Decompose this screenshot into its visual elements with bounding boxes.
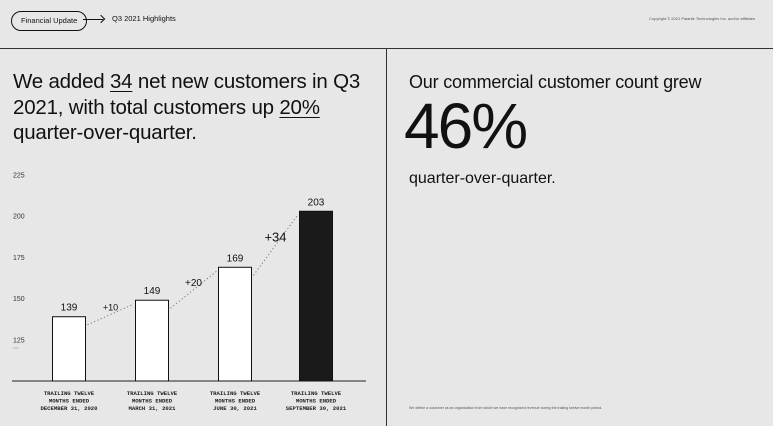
customer-count-bar-chart: 225 200 175 150 125... 139 149 169 203 +10 +20 +34 T… <box>12 173 366 412</box>
bar-value-label: 203 <box>308 197 325 208</box>
headline-part-2: net new customers in Q3 2021, with total… <box>13 70 361 119</box>
y-tick-label: 200 <box>13 214 25 221</box>
y-tick-label: 225 <box>13 173 25 180</box>
category-label: MONTHS ENDED <box>296 398 337 405</box>
category-label: SEPTEMBER 30, 2021 <box>286 405 347 412</box>
delta-label: +34 <box>264 229 286 244</box>
growth-subtext: quarter-over-quarter. <box>409 170 556 187</box>
bar-1 <box>52 316 86 382</box>
bar-value-label: 169 <box>227 253 244 264</box>
growth-connector <box>87 303 134 326</box>
category-label: TRAILING TWELVE <box>210 390 261 397</box>
headline-part-3: quarter-over-quarter. <box>13 121 197 144</box>
right-headline: Our commercial customer count grew <box>409 72 702 92</box>
bar-2 <box>135 299 169 382</box>
category-label: TRAILING TWELVE <box>44 390 95 397</box>
bar-value-label: 149 <box>144 286 161 297</box>
category-label: MARCH 31, 2021 <box>129 405 177 412</box>
category-label: MONTHS ENDED <box>49 398 90 405</box>
headline-part-1: We added <box>13 70 110 93</box>
y-tick-label: 125 <box>13 337 25 344</box>
bar-value-label: 139 <box>61 303 78 314</box>
category-label: TRAILING TWELVE <box>291 390 342 397</box>
top-bar: Financial Update Q3 2021 Highlights Copy… <box>0 0 773 46</box>
customer-definition-footnote: We define a customer as an organization … <box>409 406 603 410</box>
copyright-text: Copyright © 2021 Palantir Technologies I… <box>649 16 755 21</box>
category-label: JUNE 30, 2021 <box>213 405 257 412</box>
growth-connector <box>170 270 217 309</box>
financial-update-pill[interactable]: Financial Update <box>11 11 88 31</box>
breadcrumb: Q3 2021 Highlights <box>112 14 176 23</box>
category-label: MONTHS ENDED <box>215 398 256 405</box>
bar-3 <box>218 266 252 382</box>
category-label: DECEMBER 31, 2020 <box>40 405 98 412</box>
delta-label: +10 <box>103 302 118 312</box>
growth-big-number: 46% <box>404 90 528 162</box>
left-headline: We added 34 net new customers in Q3 2021… <box>13 69 373 146</box>
category-label: MONTHS ENDED <box>132 398 173 405</box>
growth-connector <box>253 214 298 276</box>
headline-growth-percent: 20% <box>279 95 320 119</box>
headline-net-new-number: 34 <box>109 70 133 93</box>
delta-label: +20 <box>185 278 202 289</box>
arrow-right-icon <box>83 19 103 20</box>
y-tick-label: 150 <box>13 296 25 303</box>
y-tick-label: ... <box>13 344 19 351</box>
y-tick-label: 175 <box>13 255 25 262</box>
bar-4 <box>299 210 333 382</box>
column-divider <box>386 48 387 426</box>
category-label: TRAILING TWELVE <box>127 390 178 397</box>
